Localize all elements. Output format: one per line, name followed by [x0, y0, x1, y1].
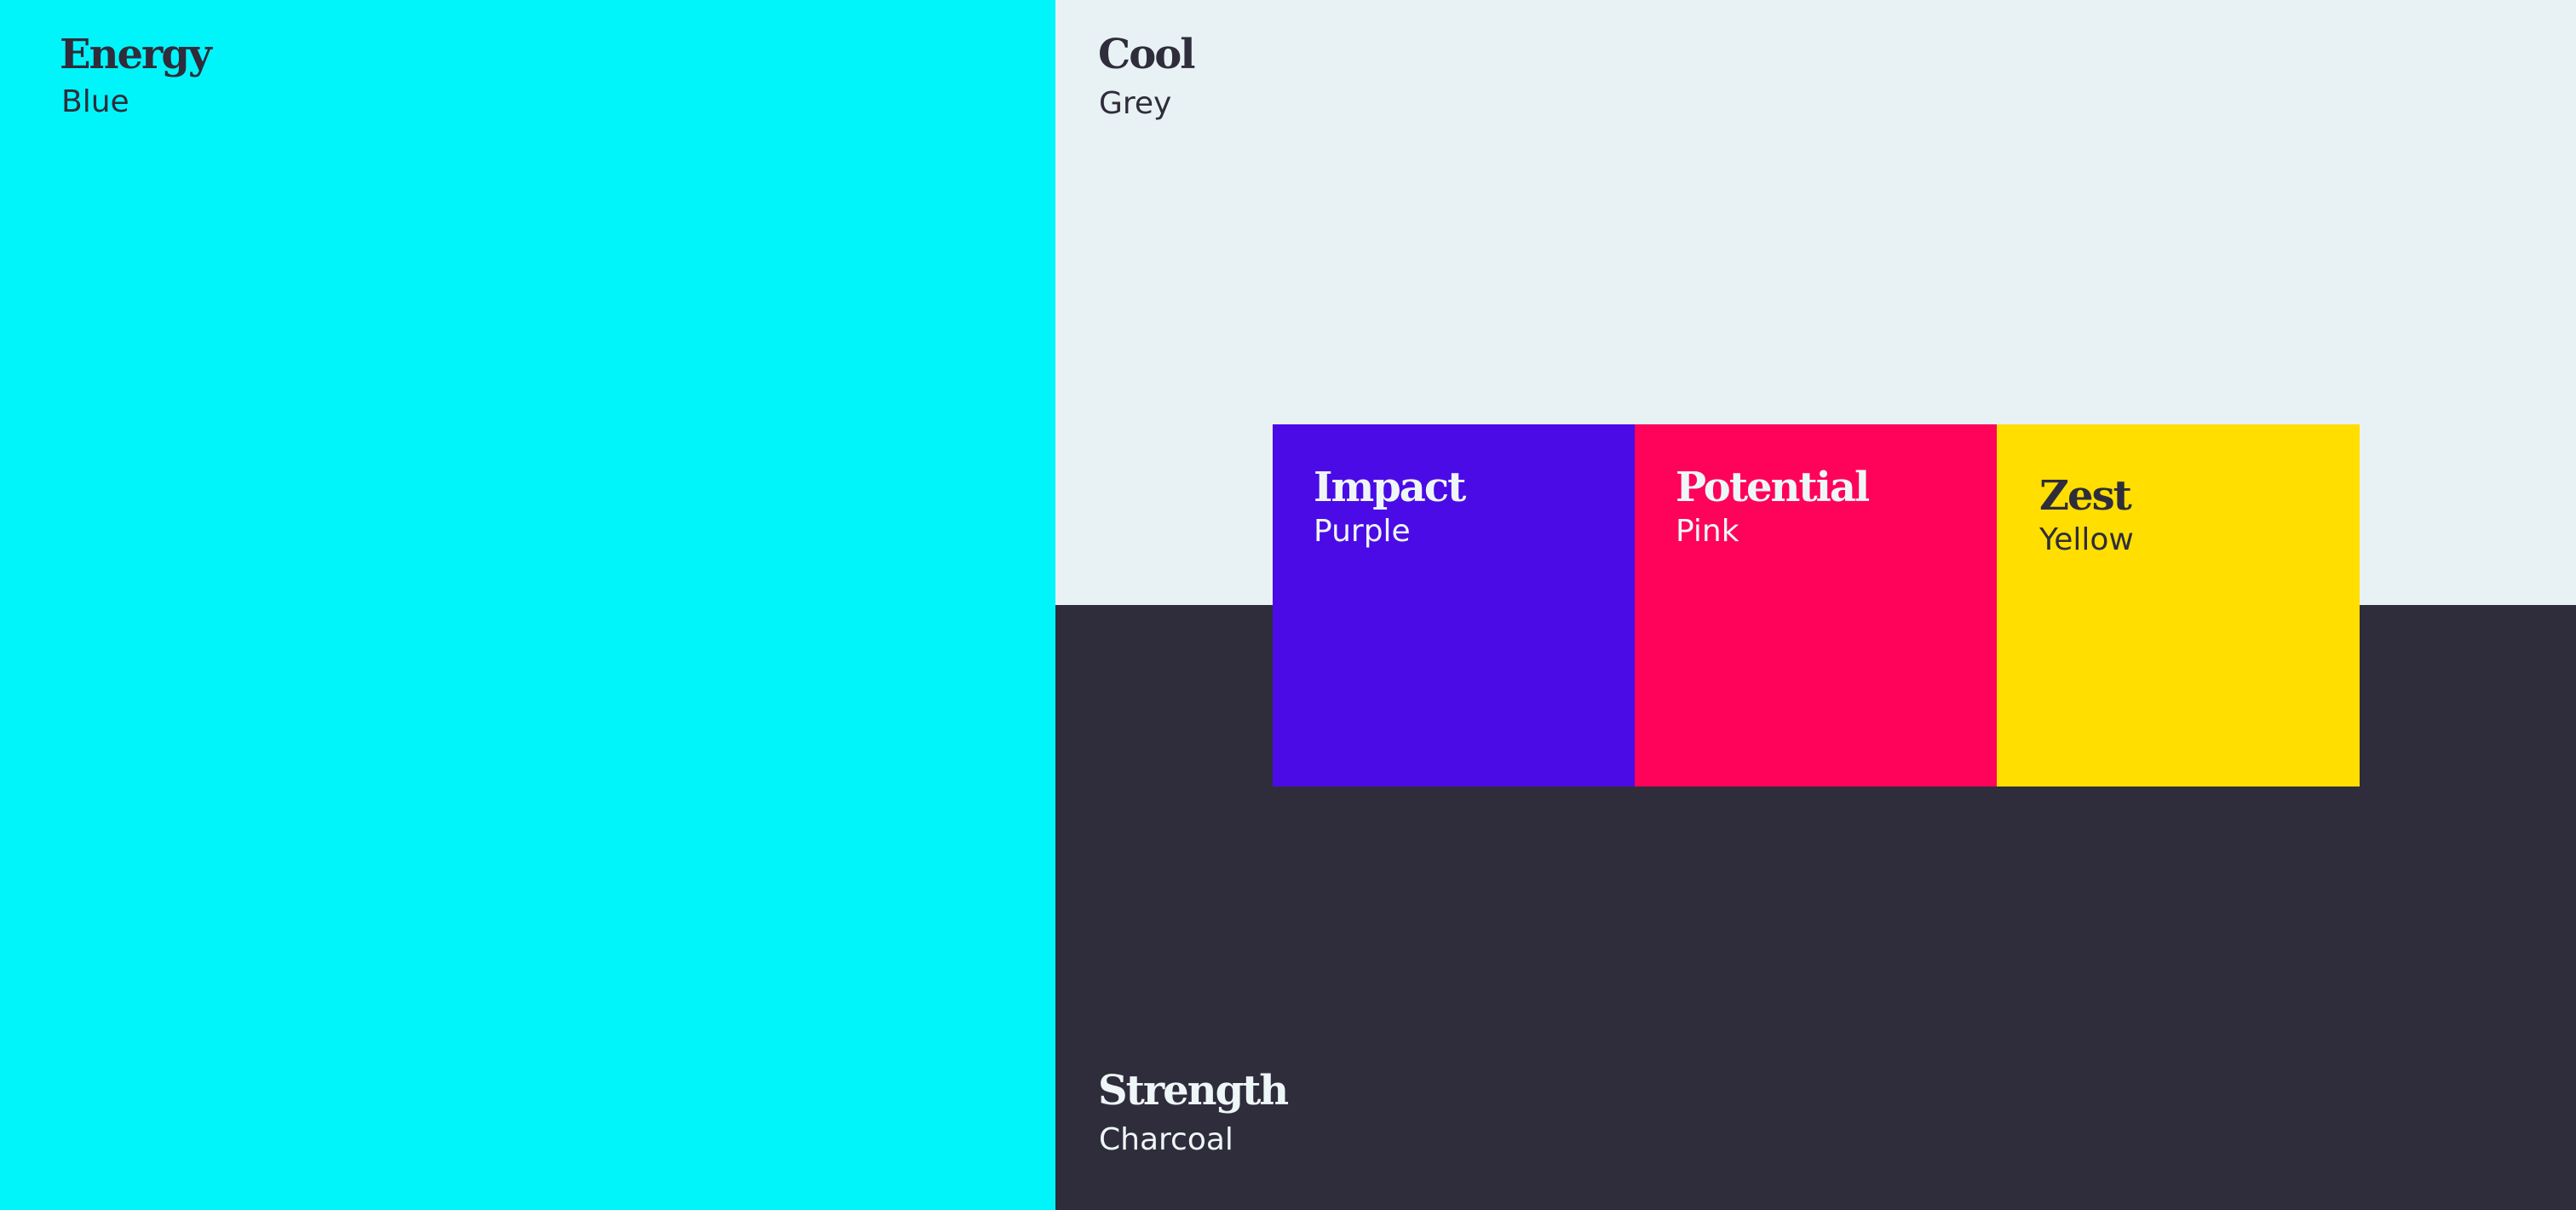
swatch-name: Blue [61, 84, 129, 119]
swatch-title: Cool [1098, 31, 1195, 78]
swatch-title: Strength [1098, 1067, 1289, 1115]
swatch-name: Yellow [2039, 522, 2134, 557]
swatch-name: Purple [1314, 514, 1411, 549]
swatch-impact-purple: Impact Purple [1273, 424, 1635, 786]
swatch-title: Energy [60, 31, 212, 78]
swatch-title: Potential [1676, 464, 1870, 511]
swatch-zest-yellow: Zest Yellow [1997, 424, 2360, 786]
swatch-name: Grey [1099, 86, 1172, 121]
swatch-energy-blue: Energy Blue [0, 0, 1055, 1210]
swatch-potential-pink: Potential Pink [1635, 424, 1997, 786]
swatch-name: Pink [1676, 514, 1739, 549]
swatch-title: Zest [2039, 472, 2132, 520]
swatch-name: Charcoal [1099, 1122, 1233, 1157]
swatch-title: Impact [1314, 464, 1466, 511]
